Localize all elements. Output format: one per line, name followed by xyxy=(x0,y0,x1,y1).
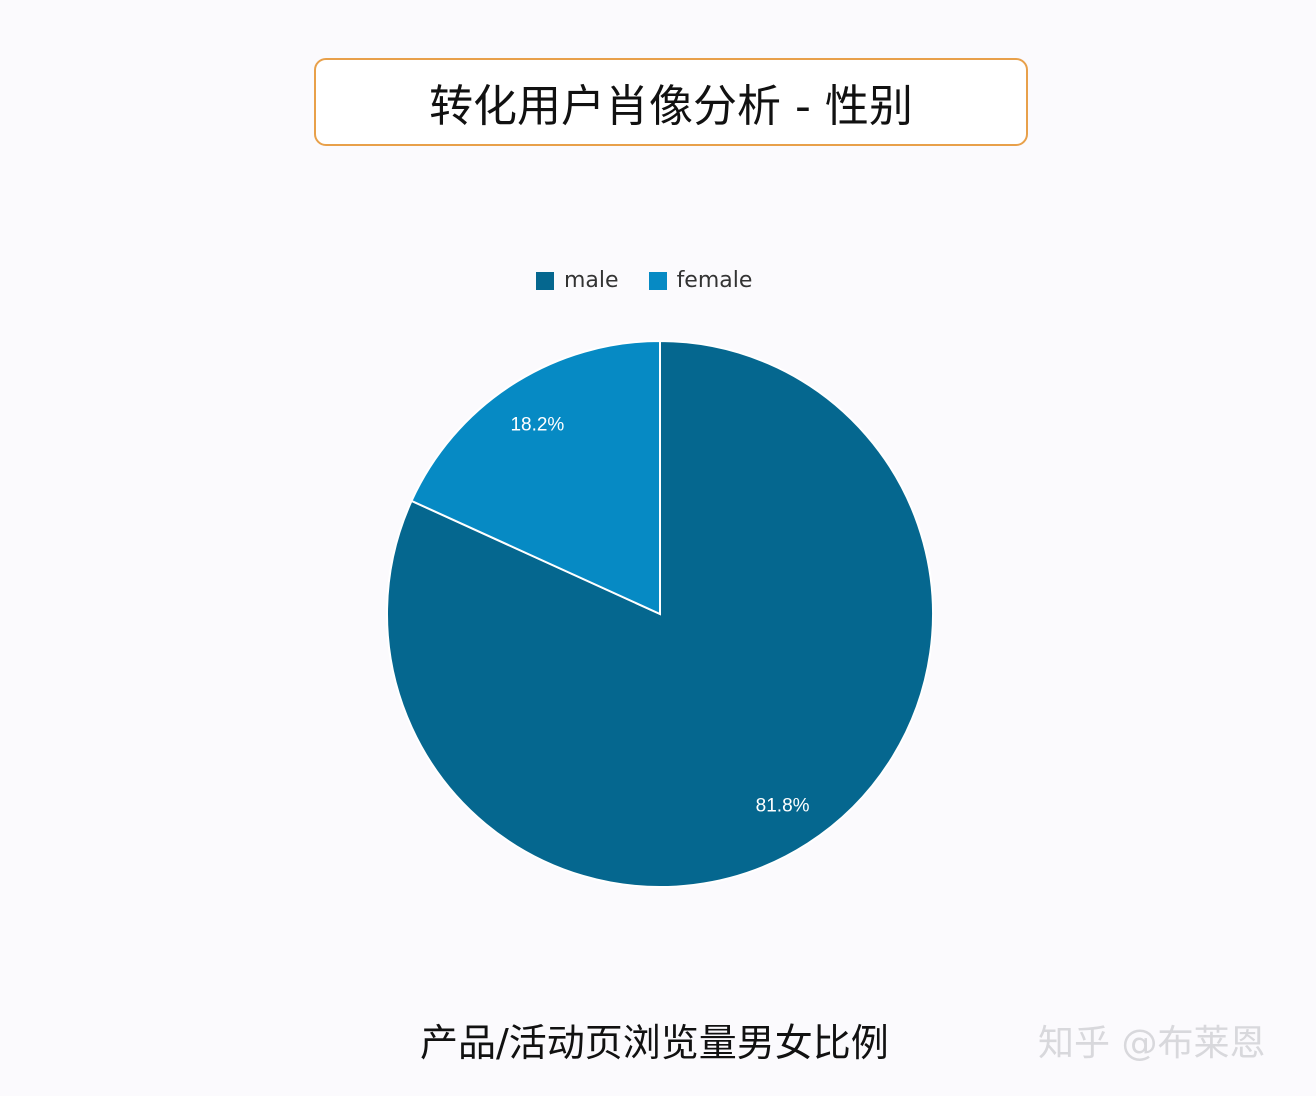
chart-caption: 产品/活动页浏览量男女比例 xyxy=(420,1021,889,1065)
watermark: 知乎 @布莱恩 xyxy=(1038,1023,1266,1064)
legend: male female xyxy=(536,268,782,293)
legend-item-female: female xyxy=(648,268,753,293)
legend-swatch-male xyxy=(536,271,554,290)
title-box: 转化用户肖像分析 - 性别 xyxy=(314,58,1028,146)
pie-slice-female xyxy=(410,339,661,616)
legend-label-female: female xyxy=(676,268,753,293)
page-title: 转化用户肖像分析 - 性别 xyxy=(429,81,913,132)
legend-swatch-female xyxy=(648,271,667,290)
data-label-female: 18.2% xyxy=(510,414,564,435)
data-label-male: 81.8% xyxy=(756,796,810,817)
legend-label-male: male xyxy=(564,268,619,293)
legend-item-male: male xyxy=(536,268,619,293)
